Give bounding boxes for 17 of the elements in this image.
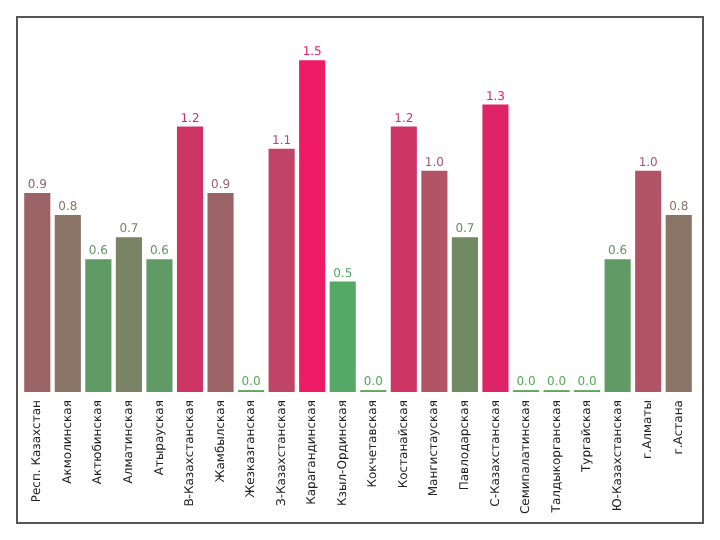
bar [207,192,234,393]
bar [665,215,692,393]
bar [115,237,142,393]
bar [329,281,356,393]
bar [604,259,631,393]
bar [482,104,509,393]
bar [146,259,173,393]
bar [390,126,417,393]
bar [176,126,204,393]
bar [635,170,662,393]
bar [299,60,326,393]
bar [268,148,295,393]
bar [421,170,448,393]
bar [85,259,112,393]
bar [54,215,81,393]
bar [24,192,51,393]
bar [451,237,478,393]
